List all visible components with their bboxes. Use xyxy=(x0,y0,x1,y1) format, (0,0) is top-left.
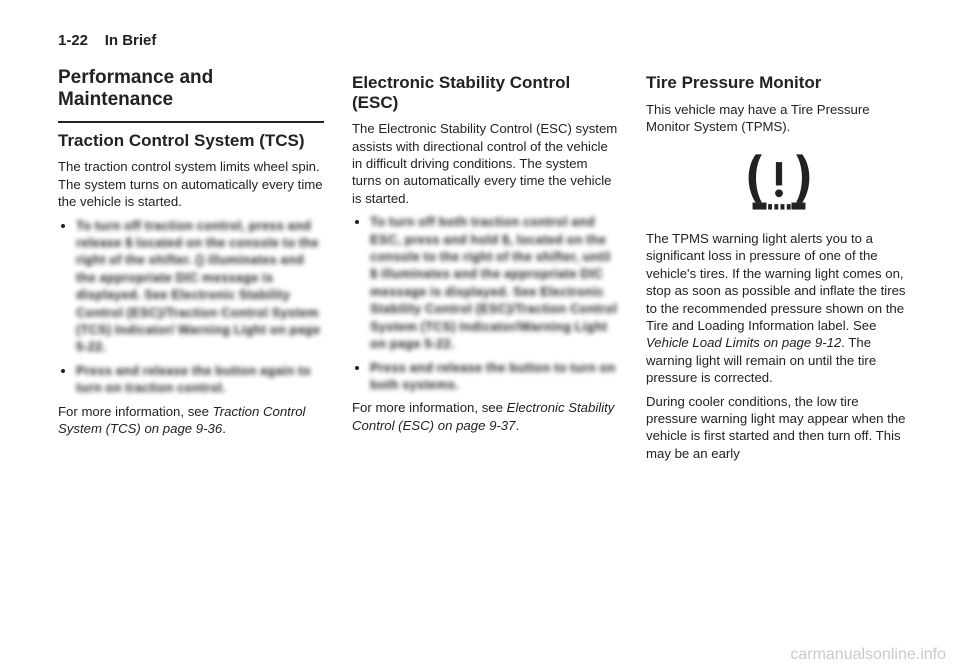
esc-intro: The Electronic Stability Control (ESC) s… xyxy=(352,120,618,207)
text: For more information, see xyxy=(352,400,507,415)
text: . xyxy=(222,421,226,436)
column-2: Electronic Stability Control (ESC) The E… xyxy=(352,67,618,468)
list-item: To turn off both traction control and ES… xyxy=(370,213,618,352)
tpms-body-1: The TPMS warning light alerts you to a s… xyxy=(646,230,912,387)
page-number: 1-22 xyxy=(58,32,88,49)
heading-tcs: Traction Control System (TCS) xyxy=(58,131,324,151)
tpms-body-2: During cooler conditions, the low tire p… xyxy=(646,393,912,463)
tpms-ref-link: Vehicle Load Limits on page 9-12 xyxy=(646,335,841,350)
tcs-intro: The traction control system limits wheel… xyxy=(58,158,324,210)
column-3: Tire Pressure Monitor This vehicle may h… xyxy=(646,67,912,468)
text: For more information, see xyxy=(58,404,213,419)
page-header: 1-22 In Brief xyxy=(58,32,912,49)
text: . xyxy=(515,418,519,433)
blurred-text: Press and release the button again to tu… xyxy=(76,363,311,395)
heading-esc: Electronic Stability Control (ESC) xyxy=(352,73,618,112)
esc-bullet-list: To turn off both traction control and ES… xyxy=(352,213,618,393)
heading-performance: Performance and Maintenance xyxy=(58,67,324,111)
tcs-bullet-list: To turn off traction control, press and … xyxy=(58,217,324,397)
heading-tpms: Tire Pressure Monitor xyxy=(646,73,912,93)
column-container: Performance and Maintenance Traction Con… xyxy=(58,67,912,468)
text: The TPMS warning light alerts you to a s… xyxy=(646,231,906,333)
tpms-intro: This vehicle may have a Tire Pressure Mo… xyxy=(646,101,912,136)
watermark: carmanualsonline.info xyxy=(790,646,946,664)
esc-more-info: For more information, see Electronic Sta… xyxy=(352,399,618,434)
tpms-warning-icon xyxy=(646,145,912,219)
divider xyxy=(58,121,324,123)
list-item: Press and release the button again to tu… xyxy=(76,362,324,397)
page: 1-22 In Brief Performance and Maintenanc… xyxy=(0,0,960,480)
column-1: Performance and Maintenance Traction Con… xyxy=(58,67,324,468)
tcs-more-info: For more information, see Traction Contr… xyxy=(58,403,324,438)
blurred-text: Press and release the button to turn on … xyxy=(370,360,615,392)
list-item: Press and release the button to turn on … xyxy=(370,359,618,394)
list-item: To turn off traction control, press and … xyxy=(76,217,324,356)
section-title: In Brief xyxy=(105,32,157,49)
blurred-text: To turn off both traction control and ES… xyxy=(370,214,617,351)
blurred-text: To turn off traction control, press and … xyxy=(76,218,320,355)
